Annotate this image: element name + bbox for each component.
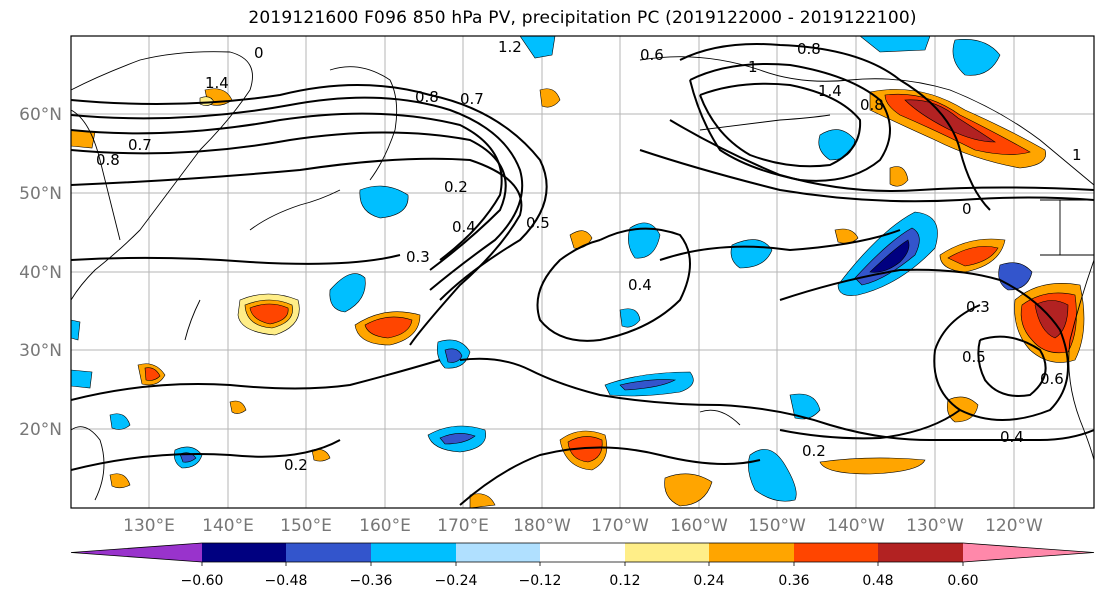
lat-label: 20°N: [19, 420, 62, 440]
coastlines: [71, 51, 1094, 501]
contour-label: 0.4: [452, 218, 476, 236]
contour-label: 1.2: [498, 38, 522, 56]
map-title: 2019121600 F096 850 hPa PV, precipitatio…: [248, 8, 917, 28]
lon-label: 140°W: [827, 516, 885, 536]
contour-label: 1: [1072, 146, 1082, 164]
contour-label: 0.3: [966, 298, 990, 316]
colorbar-tick-label: 0.48: [862, 573, 893, 589]
contour-label: 0.5: [962, 348, 986, 366]
colorbar-swatch: [371, 543, 456, 562]
map-plot-area: 1.2 0.6 0.8 0 1.4 1 0.8 0.7 0.8 0.7 1.4 …: [70, 35, 1095, 509]
lat-label: 60°N: [19, 105, 62, 125]
lat-label: 40°N: [19, 263, 62, 283]
contour-label: 0.7: [460, 90, 484, 108]
contour-labels: 1.2 0.6 0.8 0 1.4 1 0.8 0.7 0.8 0.7 1.4 …: [96, 38, 1082, 474]
contour-label: 0.8: [860, 96, 884, 114]
lon-label: 160°W: [670, 516, 728, 536]
colorbar: [70, 542, 1095, 566]
contour-label: 0.3: [406, 248, 430, 266]
latitude-labels: 60°N 50°N 40°N 30°N 20°N: [19, 105, 62, 440]
contour-label: 0.4: [1000, 428, 1024, 446]
lon-label: 180°W: [513, 516, 571, 536]
contour-label: 0.7: [128, 136, 152, 154]
colorbar-tick-label: −0.12: [519, 573, 562, 589]
lon-label: 160°E: [359, 516, 411, 536]
colorbar-swatch: [625, 543, 709, 562]
contour-label: 0: [962, 200, 972, 218]
lon-label: 140°E: [202, 516, 254, 536]
colorbar-swatch: [202, 543, 286, 562]
contour-label: 0.8: [96, 151, 120, 169]
lat-label: 30°N: [19, 341, 62, 361]
contour-label: 1: [748, 58, 758, 76]
contour-label: 0.8: [415, 88, 439, 106]
colorbar-swatch: [456, 543, 540, 562]
pv-contours: [71, 43, 1094, 506]
colorbar-swatch: [709, 543, 794, 562]
contour-label: 1.4: [205, 74, 229, 92]
precip-negative-areas: [71, 36, 1033, 502]
contour-label: 0.2: [284, 456, 308, 474]
colorbar-tick-label: −0.24: [435, 573, 478, 589]
lon-label: 150°E: [280, 516, 332, 536]
longitude-labels: 130°E 140°E 150°E 160°E 170°E 180°W 170°…: [123, 516, 1043, 536]
contour-label: 0.2: [802, 442, 826, 460]
lon-label: 170°E: [437, 516, 489, 536]
colorbar-tick-label: 0.24: [693, 573, 724, 589]
lat-label: 50°N: [19, 184, 62, 204]
colorbar-ticks: −0.60 −0.48 −0.36 −0.24 −0.12 0.12 0.24 …: [181, 573, 979, 589]
colorbar-tick-label: 0.36: [778, 573, 809, 589]
colorbar-tick-label: 0.12: [609, 573, 640, 589]
lon-label: 150°W: [748, 516, 806, 536]
lon-label: 130°E: [123, 516, 175, 536]
contour-label: 0.6: [640, 46, 664, 64]
contour-label: 0.5: [526, 214, 550, 232]
contour-label: 0.6: [1040, 370, 1064, 388]
lon-label: 130°W: [906, 516, 964, 536]
contour-label: 0.2: [444, 178, 468, 196]
lon-label: 120°W: [985, 516, 1043, 536]
colorbar-tick-label: −0.36: [350, 573, 393, 589]
contour-label: 0: [254, 44, 264, 62]
colorbar-tick-label: 0.60: [947, 573, 978, 589]
colorbar-tick-label: −0.60: [181, 573, 224, 589]
colorbar-swatch: [963, 543, 1094, 562]
colorbar-swatch: [794, 543, 878, 562]
colorbar-swatch: [71, 543, 202, 562]
contour-label: 0.4: [628, 276, 652, 294]
colorbar-tick-label: −0.48: [265, 573, 308, 589]
contour-label: 1.4: [818, 82, 842, 100]
lon-label: 170°W: [591, 516, 649, 536]
contour-label: 0.8: [797, 40, 821, 58]
colorbar-swatch: [286, 543, 371, 562]
colorbar-swatch: [878, 543, 963, 562]
colorbar-swatch: [540, 543, 625, 562]
